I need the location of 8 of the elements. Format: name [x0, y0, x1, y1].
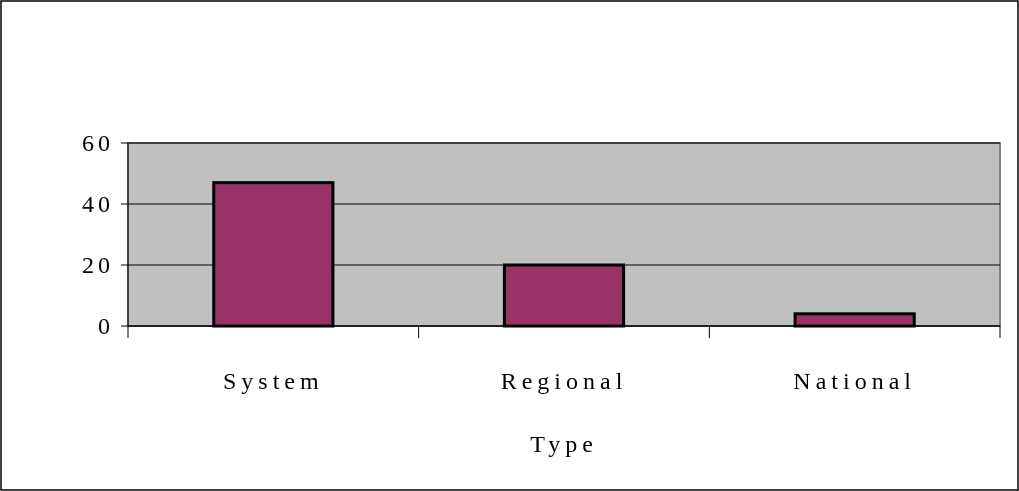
x-tick-label: Regional [500, 368, 628, 394]
x-tick-label: National [793, 368, 916, 394]
x-axis-title: Type [530, 431, 598, 457]
y-tick-label: 20 [82, 252, 114, 279]
x-tick-label: System [222, 368, 324, 394]
y-tick-label: 60 [82, 130, 114, 157]
y-tick-label: 40 [82, 191, 114, 218]
y-tick-label: 0 [98, 313, 114, 340]
